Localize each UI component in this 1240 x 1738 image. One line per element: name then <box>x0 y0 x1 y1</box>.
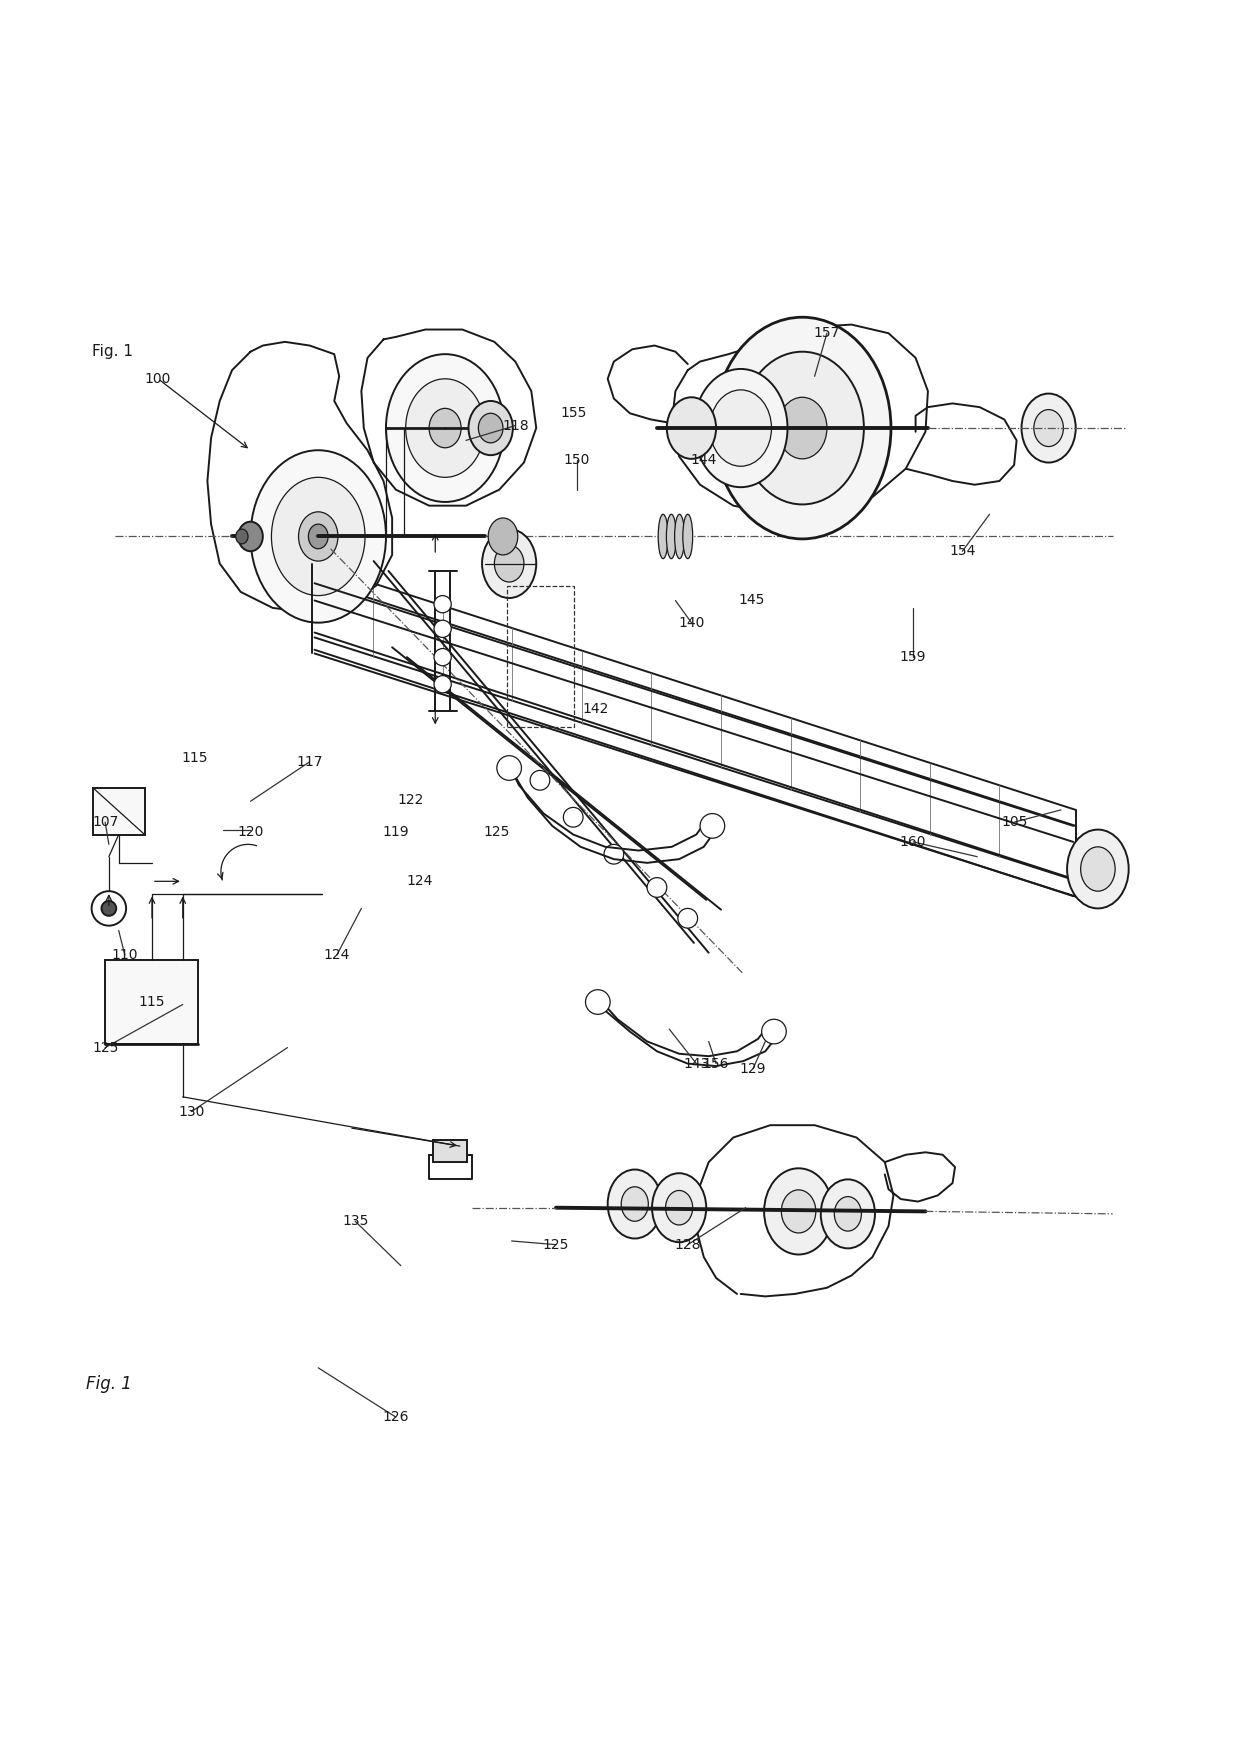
Ellipse shape <box>658 514 668 558</box>
Text: 144: 144 <box>691 454 717 468</box>
Circle shape <box>92 892 126 926</box>
Ellipse shape <box>740 351 864 504</box>
Text: 150: 150 <box>564 454 590 468</box>
Circle shape <box>563 808 583 827</box>
Circle shape <box>497 756 522 780</box>
Text: 142: 142 <box>582 702 609 716</box>
Circle shape <box>434 648 451 666</box>
Ellipse shape <box>489 518 518 554</box>
Ellipse shape <box>479 414 503 443</box>
Text: 125: 125 <box>484 826 510 839</box>
Ellipse shape <box>469 401 513 455</box>
Ellipse shape <box>1022 393 1076 462</box>
Text: 130: 130 <box>179 1105 205 1119</box>
Ellipse shape <box>272 478 365 596</box>
Text: 125: 125 <box>543 1237 569 1251</box>
Ellipse shape <box>405 379 485 478</box>
Ellipse shape <box>667 398 715 459</box>
Text: 155: 155 <box>560 407 587 421</box>
Text: 140: 140 <box>678 615 704 629</box>
Circle shape <box>585 989 610 1015</box>
Circle shape <box>701 813 724 838</box>
Circle shape <box>761 1018 786 1045</box>
Ellipse shape <box>1080 846 1115 892</box>
Text: 110: 110 <box>112 949 138 963</box>
Ellipse shape <box>495 546 525 582</box>
Text: 119: 119 <box>382 826 409 839</box>
Text: Fig. 1: Fig. 1 <box>92 344 133 360</box>
Text: 125: 125 <box>92 1041 118 1055</box>
Circle shape <box>434 596 451 614</box>
Ellipse shape <box>777 398 827 459</box>
Text: 122: 122 <box>398 793 424 806</box>
Text: 156: 156 <box>703 1057 729 1071</box>
Ellipse shape <box>764 1168 833 1255</box>
Text: 126: 126 <box>383 1410 409 1423</box>
Text: 100: 100 <box>145 372 171 386</box>
Text: 115: 115 <box>182 751 208 765</box>
Text: 145: 145 <box>739 593 765 608</box>
Ellipse shape <box>652 1173 707 1243</box>
Circle shape <box>647 878 667 897</box>
Bar <box>93 787 145 834</box>
Ellipse shape <box>666 514 676 558</box>
Ellipse shape <box>238 521 263 551</box>
Text: 143: 143 <box>683 1057 709 1071</box>
Text: 160: 160 <box>900 834 926 848</box>
Text: 129: 129 <box>740 1062 766 1076</box>
Text: 157: 157 <box>813 327 841 341</box>
Text: Fig. 1: Fig. 1 <box>86 1375 131 1392</box>
Ellipse shape <box>621 1187 649 1222</box>
Ellipse shape <box>821 1180 875 1248</box>
Ellipse shape <box>309 525 329 549</box>
Text: 115: 115 <box>139 996 165 1010</box>
Bar <box>105 959 197 1045</box>
Circle shape <box>434 676 451 693</box>
Circle shape <box>434 620 451 638</box>
Ellipse shape <box>1068 829 1128 909</box>
Text: 124: 124 <box>405 874 433 888</box>
Ellipse shape <box>666 1191 693 1225</box>
Text: 117: 117 <box>296 754 322 768</box>
Text: 107: 107 <box>92 815 118 829</box>
Text: 120: 120 <box>237 826 264 839</box>
Ellipse shape <box>694 368 787 487</box>
Ellipse shape <box>482 528 536 598</box>
Ellipse shape <box>299 511 339 561</box>
Text: 105: 105 <box>1001 815 1027 829</box>
Ellipse shape <box>429 408 461 448</box>
Ellipse shape <box>675 514 684 558</box>
Ellipse shape <box>250 450 386 622</box>
Ellipse shape <box>683 514 693 558</box>
Bar <box>507 586 574 728</box>
Ellipse shape <box>608 1170 662 1239</box>
Ellipse shape <box>781 1191 816 1232</box>
Text: 135: 135 <box>342 1215 368 1229</box>
Text: 118: 118 <box>502 419 528 433</box>
Ellipse shape <box>386 355 505 502</box>
Circle shape <box>678 909 698 928</box>
Ellipse shape <box>835 1197 862 1231</box>
Text: 154: 154 <box>949 544 976 558</box>
Bar <box>433 1140 467 1163</box>
Text: 124: 124 <box>324 949 350 963</box>
Ellipse shape <box>713 318 892 539</box>
Circle shape <box>102 900 117 916</box>
Ellipse shape <box>711 389 771 466</box>
Ellipse shape <box>1034 410 1064 447</box>
Text: 128: 128 <box>675 1237 701 1251</box>
Circle shape <box>604 845 624 864</box>
Ellipse shape <box>236 528 248 544</box>
Text: 159: 159 <box>900 650 926 664</box>
Circle shape <box>529 770 549 791</box>
